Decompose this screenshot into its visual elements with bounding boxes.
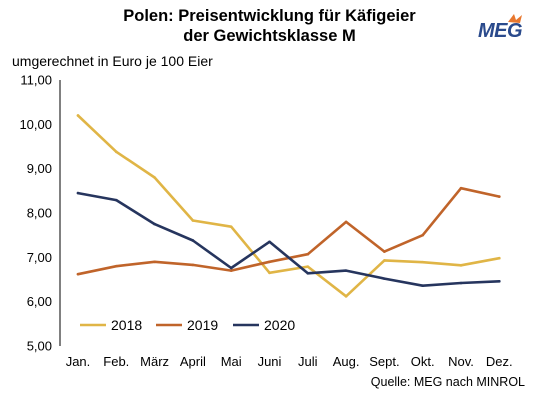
- y-tick-label: 8,00: [27, 206, 52, 221]
- data-point-2019: [268, 260, 271, 264]
- series-line-2018: [76, 114, 501, 298]
- data-point-2020: [268, 240, 271, 244]
- data-point-2020: [153, 222, 156, 226]
- data-point-2019: [383, 250, 386, 253]
- y-axis-label: umgerechnet in Euro je 100 Eier: [12, 53, 213, 69]
- legend-label-2019: 2019: [187, 317, 218, 333]
- series-line-2020: [76, 191, 501, 288]
- y-tick-label: 11,00: [20, 73, 52, 88]
- x-tick-label: Dez.: [486, 354, 513, 369]
- data-point-2018: [268, 271, 271, 275]
- data-point-2020: [306, 271, 310, 275]
- x-tick-label: März: [140, 354, 169, 369]
- x-tick-label: April: [180, 354, 206, 369]
- data-point-2019: [421, 233, 425, 237]
- series-line-2019: [76, 186, 501, 276]
- data-point-2018: [191, 219, 195, 222]
- data-point-2018: [229, 225, 233, 229]
- legend-label-2020: 2020: [264, 317, 295, 333]
- y-tick-label: 10,00: [19, 117, 52, 132]
- x-tick-label: Sept.: [369, 354, 399, 369]
- legend-label-2018: 2018: [111, 317, 142, 333]
- data-point-2018: [306, 265, 310, 268]
- chart-title-line1: Polen: Preisentwicklung für Käfigeier: [123, 7, 416, 25]
- y-tick-label: 5,00: [27, 339, 52, 354]
- x-tick-label: Okt.: [411, 354, 435, 369]
- data-point-2018: [76, 114, 80, 117]
- data-point-2019: [498, 195, 501, 198]
- x-tick-label: Jan.: [66, 354, 91, 369]
- data-point-2019: [306, 252, 310, 256]
- x-tick-label: Mai: [221, 354, 242, 369]
- meg-logo-text: MEG: [478, 20, 523, 42]
- data-point-2020: [76, 191, 80, 195]
- x-tick-label: Juni: [258, 354, 282, 369]
- data-point-2020: [229, 266, 233, 270]
- data-point-2020: [421, 284, 425, 288]
- data-point-2018: [498, 256, 501, 260]
- data-point-2019: [153, 260, 156, 264]
- y-tick-label: 9,00: [27, 161, 52, 176]
- x-tick-label: Feb.: [103, 354, 129, 369]
- data-point-2018: [115, 150, 118, 154]
- y-tick-label: 6,00: [27, 294, 52, 309]
- data-point-2018: [153, 176, 156, 179]
- data-point-2018: [344, 295, 348, 298]
- data-point-2020: [498, 279, 501, 283]
- data-point-2020: [191, 239, 195, 242]
- x-tick-label: Nov.: [448, 354, 474, 369]
- data-point-2019: [229, 269, 233, 272]
- data-point-2019: [344, 220, 348, 224]
- meg-logo-icon: [508, 14, 522, 23]
- data-point-2018: [421, 260, 425, 264]
- chart-title: Polen: Preisentwicklung für Käfigeier de…: [0, 6, 539, 46]
- data-point-2020: [115, 198, 118, 202]
- data-point-2018: [459, 264, 463, 267]
- data-point-2020: [383, 277, 386, 280]
- x-tick-label: Juli: [298, 354, 318, 369]
- data-point-2020: [459, 281, 463, 285]
- data-point-2019: [191, 263, 195, 267]
- x-tick-label: Aug.: [333, 354, 360, 369]
- source-note: Quelle: MEG nach MINROL: [370, 375, 525, 389]
- chart-title-line2: der Gewichtsklasse M: [183, 27, 356, 45]
- data-point-2020: [344, 269, 348, 272]
- data-point-2019: [459, 186, 463, 190]
- y-tick-label: 7,00: [27, 250, 52, 265]
- data-point-2019: [115, 264, 118, 268]
- data-point-2018: [383, 259, 386, 262]
- data-point-2019: [76, 272, 80, 276]
